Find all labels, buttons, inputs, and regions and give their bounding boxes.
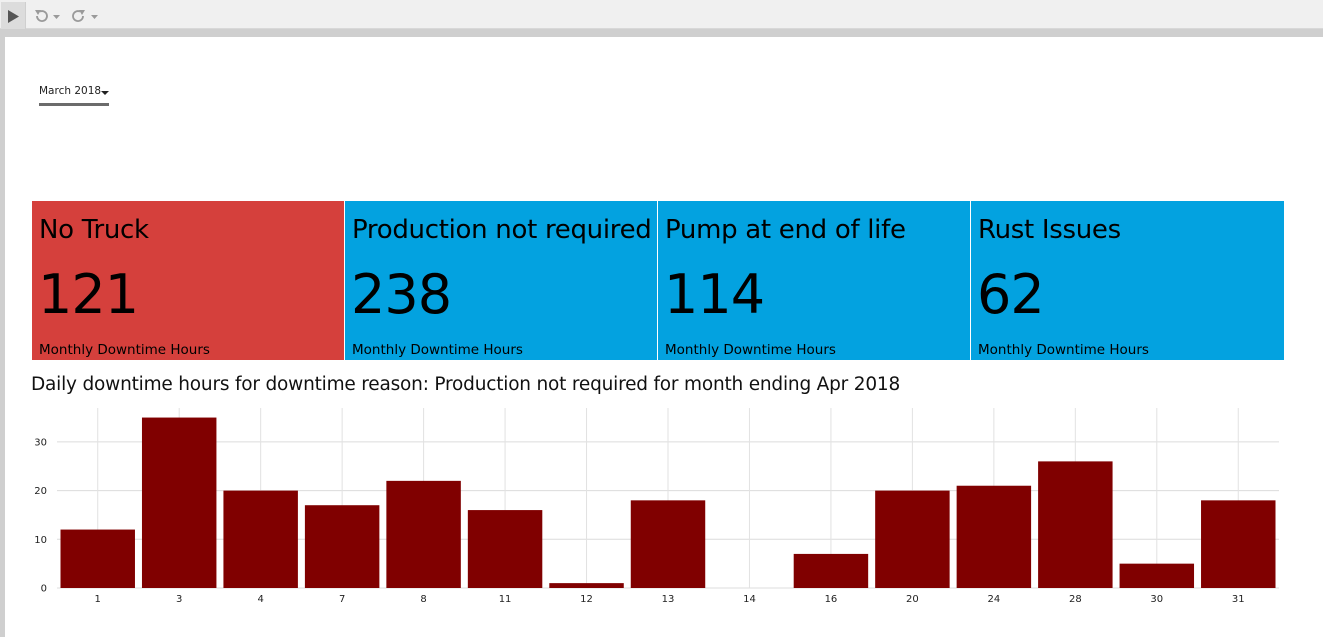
kpi-card-title: No Truck xyxy=(39,215,149,245)
kpi-card-value: 114 xyxy=(664,263,765,326)
x-tick-label: 16 xyxy=(825,594,838,605)
kpi-card-rust-issues[interactable]: Rust Issues 62 Monthly Downtime Hours xyxy=(971,201,1284,360)
x-tick-label: 1 xyxy=(95,594,101,605)
kpi-cards: No Truck 121 Monthly Downtime Hours Prod… xyxy=(32,201,1284,360)
y-tick-label: 0 xyxy=(41,584,47,595)
kpi-card-title: Pump at end of life xyxy=(665,215,906,245)
bar-day-31[interactable] xyxy=(1201,500,1276,588)
month-filter-dropdown[interactable]: March 2018 xyxy=(39,84,109,106)
kpi-card-title: Rust Issues xyxy=(978,215,1121,245)
bar-day-13[interactable] xyxy=(630,500,706,588)
header-divider xyxy=(0,29,1323,37)
x-tick-label: 30 xyxy=(1150,594,1163,605)
x-tick-label: 14 xyxy=(743,594,756,605)
bar-day-4[interactable] xyxy=(223,490,298,588)
bar-day-12[interactable] xyxy=(549,583,624,588)
x-tick-label: 12 xyxy=(580,594,593,605)
left-border xyxy=(0,37,5,637)
kpi-card-subtitle: Monthly Downtime Hours xyxy=(352,342,523,358)
caret-down-icon xyxy=(101,91,109,95)
bar-day-24[interactable] xyxy=(956,485,1032,588)
x-tick-label: 3 xyxy=(176,594,182,605)
x-tick-label: 8 xyxy=(420,594,426,605)
x-tick-label: 13 xyxy=(662,594,675,605)
kpi-card-subtitle: Monthly Downtime Hours xyxy=(978,342,1149,358)
bar-day-1[interactable] xyxy=(60,529,135,588)
bar-day-7[interactable] xyxy=(304,505,380,588)
kpi-card-title: Production not required xyxy=(352,215,652,245)
bar-day-8[interactable] xyxy=(386,480,461,588)
kpi-card-subtitle: Monthly Downtime Hours xyxy=(39,342,210,358)
kpi-card-subtitle: Monthly Downtime Hours xyxy=(665,342,836,358)
bar-day-3[interactable] xyxy=(141,417,217,588)
undo-icon[interactable] xyxy=(34,9,64,23)
month-filter-value: March 2018 xyxy=(39,85,102,97)
kpi-card-value: 238 xyxy=(351,263,452,326)
kpi-card-value: 121 xyxy=(38,263,139,326)
x-tick-label: 31 xyxy=(1232,594,1245,605)
play-icon xyxy=(8,10,19,23)
run-button[interactable] xyxy=(1,2,26,29)
x-tick-label: 28 xyxy=(1069,594,1082,605)
y-tick-label: 10 xyxy=(34,535,47,546)
kpi-card-value: 62 xyxy=(977,263,1045,326)
bar-day-20[interactable] xyxy=(875,490,950,588)
x-tick-label: 4 xyxy=(257,594,263,605)
kpi-card-production-not-required[interactable]: Production not required 238 Monthly Down… xyxy=(345,201,657,360)
kpi-card-no-truck[interactable]: No Truck 121 Monthly Downtime Hours xyxy=(32,201,344,360)
y-tick-label: 30 xyxy=(34,437,47,448)
bar-day-11[interactable] xyxy=(467,510,543,588)
bar-day-30[interactable] xyxy=(1119,563,1195,588)
x-tick-label: 20 xyxy=(906,594,919,605)
x-tick-label: 7 xyxy=(339,594,345,605)
redo-icon[interactable] xyxy=(72,9,102,23)
kpi-card-pump-end-of-life[interactable]: Pump at end of life 114 Monthly Downtime… xyxy=(658,201,970,360)
bar-day-16[interactable] xyxy=(793,553,869,588)
x-tick-label: 11 xyxy=(499,594,512,605)
bar-day-28[interactable] xyxy=(1038,461,1113,588)
x-tick-label: 24 xyxy=(987,594,1000,605)
y-tick-label: 20 xyxy=(34,486,47,497)
toolbar xyxy=(0,0,1323,29)
chart-title: Daily downtime hours for downtime reason… xyxy=(31,374,901,395)
